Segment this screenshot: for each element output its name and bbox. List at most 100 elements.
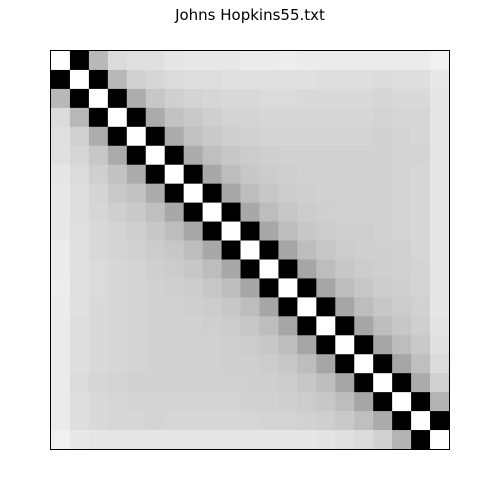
heatmap-cell — [69, 297, 90, 317]
heatmap-cell — [316, 221, 336, 241]
heatmap-cell — [51, 202, 71, 222]
heatmap-cell — [335, 69, 355, 90]
heatmap-cell — [297, 297, 317, 317]
heatmap-cell — [392, 297, 412, 317]
heatmap-cell — [392, 51, 412, 71]
heatmap-cell — [69, 354, 90, 374]
heatmap-cell — [240, 354, 260, 374]
heatmap-cell — [202, 221, 222, 241]
heatmap-cell — [354, 69, 374, 90]
heatmap-cell — [316, 430, 336, 450]
heatmap-cell — [126, 354, 147, 374]
heatmap-cell — [259, 69, 279, 90]
heatmap-cell — [411, 373, 431, 393]
heatmap-cell — [107, 392, 128, 412]
heatmap-cell — [69, 51, 90, 71]
heatmap-cell — [240, 278, 260, 298]
heatmap-cell — [316, 51, 336, 71]
heatmap-cell — [164, 316, 185, 336]
heatmap-cell — [51, 126, 71, 147]
heatmap-cell — [126, 88, 147, 109]
heatmap-cell — [278, 69, 298, 90]
heatmap-cell — [354, 392, 374, 412]
heatmap-cell — [354, 335, 374, 355]
heatmap-cell — [164, 69, 185, 90]
heatmap-cell — [202, 88, 222, 109]
heatmap-cell — [373, 88, 393, 109]
heatmap-cell — [221, 316, 241, 336]
heatmap-cell — [354, 221, 374, 241]
heatmap-cell — [430, 164, 450, 185]
heatmap-cell — [259, 392, 279, 412]
heatmap-cell — [69, 221, 90, 241]
heatmap-cell — [430, 202, 450, 222]
heatmap-cell — [373, 297, 393, 317]
heatmap-cell — [335, 240, 355, 260]
heatmap-cell — [411, 278, 431, 298]
heatmap-cell — [88, 411, 109, 431]
heatmap-cell — [373, 354, 393, 374]
heatmap-cell — [221, 69, 241, 90]
heatmap-cell — [69, 164, 90, 185]
heatmap-cell — [183, 392, 204, 412]
heatmap-cell — [411, 145, 431, 166]
heatmap-cell — [316, 373, 336, 393]
heatmap-cell — [373, 411, 393, 431]
heatmap-cell — [278, 107, 298, 128]
heatmap-cell — [316, 354, 336, 374]
heatmap-cell — [430, 221, 450, 241]
heatmap-cell — [202, 183, 222, 204]
heatmap-cell — [88, 316, 109, 336]
heatmap-cell — [392, 107, 412, 128]
heatmap-cell — [164, 259, 185, 279]
heatmap-cell — [145, 354, 166, 374]
heatmap-cell — [221, 278, 241, 298]
heatmap-cell — [107, 202, 128, 222]
heatmap-cell — [183, 297, 204, 317]
heatmap-cell — [69, 202, 90, 222]
heatmap-cell — [202, 373, 222, 393]
heatmap-cell — [202, 51, 222, 71]
heatmap-cell — [373, 183, 393, 204]
heatmap-cell — [373, 145, 393, 166]
heatmap-cell — [164, 202, 185, 222]
heatmap-cell — [240, 126, 260, 147]
heatmap-cell — [107, 316, 128, 336]
heatmap-cell — [430, 145, 450, 166]
heatmap-cell — [259, 164, 279, 185]
heatmap-cell — [411, 259, 431, 279]
heatmap-cell — [69, 183, 90, 204]
heatmap-cell — [316, 335, 336, 355]
heatmap-cell — [354, 297, 374, 317]
heatmap-cell — [202, 240, 222, 260]
heatmap-cell — [164, 392, 185, 412]
heatmap-cell — [411, 126, 431, 147]
heatmap-cell — [126, 430, 147, 450]
heatmap-cells — [51, 51, 450, 450]
heatmap-cell — [430, 316, 450, 336]
heatmap-cell — [297, 126, 317, 147]
heatmap-cell — [183, 335, 204, 355]
heatmap-cell — [164, 411, 185, 431]
heatmap-cell — [107, 411, 128, 431]
heatmap-cell — [335, 51, 355, 71]
heatmap-cell — [335, 278, 355, 298]
heatmap-cell — [392, 69, 412, 90]
heatmap-cell — [88, 240, 109, 260]
heatmap-cell — [164, 297, 185, 317]
heatmap-cell — [183, 145, 204, 166]
heatmap-cell — [392, 373, 412, 393]
heatmap-cell — [221, 259, 241, 279]
heatmap-cell — [297, 51, 317, 71]
heatmap-cell — [297, 88, 317, 109]
heatmap-cell — [145, 259, 166, 279]
heatmap-cell — [88, 202, 109, 222]
heatmap-cell — [145, 183, 166, 204]
heatmap-cell — [430, 411, 450, 431]
heatmap-cell — [335, 316, 355, 336]
heatmap-cell — [145, 278, 166, 298]
heatmap-cell — [183, 411, 204, 431]
heatmap-cell — [164, 164, 185, 185]
heatmap-cell — [202, 164, 222, 185]
heatmap-cell — [183, 278, 204, 298]
